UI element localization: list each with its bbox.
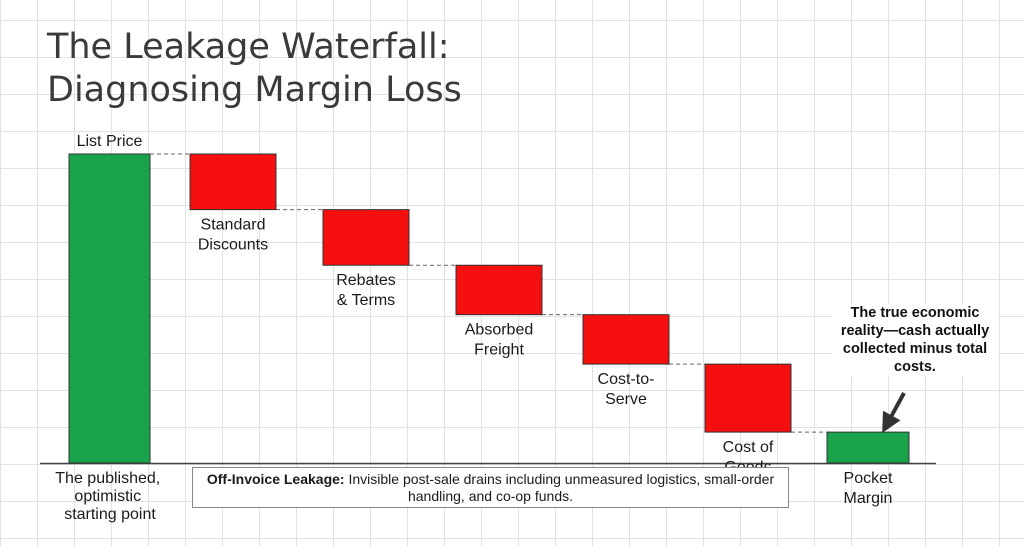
list-price-note-line-2: optimistic bbox=[74, 488, 141, 505]
category-label-cost-to-serve: Cost-to- Serve bbox=[598, 371, 655, 408]
category-label-line: Margin bbox=[844, 490, 893, 507]
category-label-absorbed-freight: Absorbed Freight bbox=[465, 322, 534, 359]
category-label-line: & Terms bbox=[337, 292, 395, 309]
category-label-line: Absorbed bbox=[465, 322, 534, 339]
off-invoice-leakage-note: Off-Invoice Leakage: Invisible post-sale… bbox=[192, 467, 789, 508]
bar-cost-to-serve bbox=[582, 314, 670, 365]
bar-cost-of-goods bbox=[704, 363, 792, 433]
callout-arrow bbox=[882, 392, 906, 434]
connector-lines bbox=[150, 153, 827, 433]
title-line-1: The Leakage Waterfall: bbox=[47, 27, 450, 67]
category-label-line: Cost of bbox=[723, 439, 774, 456]
leakage-note-text: Invisible post-sale drains including unm… bbox=[348, 471, 775, 504]
bar-list-price bbox=[68, 153, 151, 464]
list-price-note-line-3: starting point bbox=[64, 506, 156, 523]
category-label-line: List Price bbox=[77, 133, 143, 150]
category-label-line: Rebates bbox=[336, 272, 396, 289]
category-label-line: Standard bbox=[201, 217, 266, 234]
list-price-note-line-1: The published, bbox=[55, 470, 160, 487]
category-label-line: Pocket bbox=[844, 470, 893, 487]
category-label-line: Freight bbox=[474, 342, 524, 359]
category-label-standard-discounts: Standard Discounts bbox=[198, 217, 268, 254]
title-line-2: Diagnosing Margin Loss bbox=[47, 70, 462, 110]
category-label-list-price: List Price bbox=[77, 133, 143, 150]
category-label-pocket-margin: Pocket Margin bbox=[844, 470, 893, 507]
category-label-line: Cost-to- bbox=[598, 371, 655, 388]
leakage-note-heading: Off-Invoice Leakage: bbox=[206, 471, 345, 487]
bar-pocket-margin bbox=[826, 431, 910, 464]
category-label-line: Discounts bbox=[198, 237, 268, 254]
bar-standard-discounts bbox=[189, 153, 277, 211]
bars bbox=[68, 153, 910, 464]
list-price-note: The published, optimistic starting point bbox=[55, 470, 164, 523]
category-label-rebates-terms: Rebates & Terms bbox=[336, 272, 396, 309]
pocket-margin-callout: The true economic reality—cash actually … bbox=[832, 304, 998, 376]
bar-rebates-terms bbox=[322, 209, 410, 266]
bar-absorbed-freight bbox=[455, 264, 543, 316]
page-title: The Leakage Waterfall: Diagnosing Margin… bbox=[47, 26, 462, 112]
category-label-line: Serve bbox=[605, 391, 647, 408]
